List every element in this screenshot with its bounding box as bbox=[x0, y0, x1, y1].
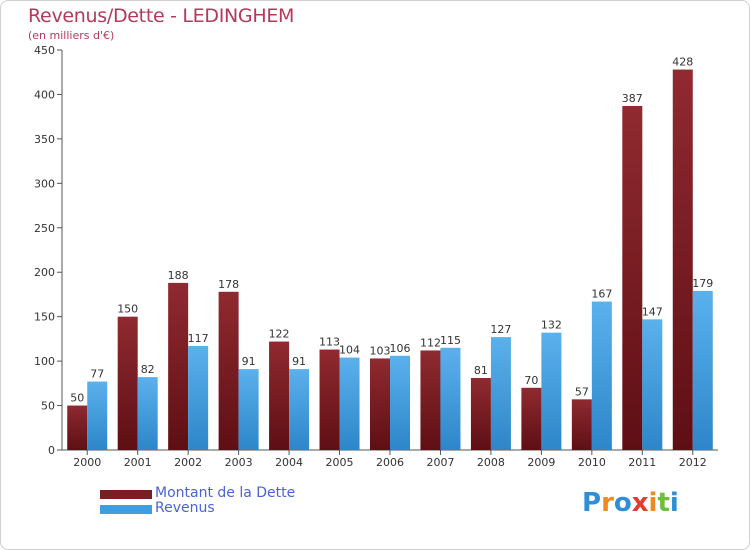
value-label-debt: 150 bbox=[117, 303, 138, 316]
x-tick-label: 2009 bbox=[527, 456, 555, 469]
y-tick-label: 400 bbox=[34, 88, 55, 101]
logo-letter: t bbox=[657, 488, 670, 518]
value-label-debt: 113 bbox=[319, 336, 340, 349]
value-label-revenue: 115 bbox=[440, 334, 461, 347]
logo-letter: i bbox=[648, 488, 658, 518]
y-tick-label: 100 bbox=[34, 355, 55, 368]
bar-revenue bbox=[490, 337, 511, 450]
chart-title: Revenus/Dette - LEDINGHEM bbox=[28, 5, 295, 27]
bar-revenue bbox=[137, 377, 158, 450]
x-tick-label: 2011 bbox=[628, 456, 656, 469]
logo-letter: o bbox=[613, 488, 632, 518]
x-tick-label: 2006 bbox=[376, 456, 404, 469]
value-label-debt: 428 bbox=[672, 56, 693, 69]
logo-letter: P bbox=[582, 488, 602, 518]
bar-debt bbox=[521, 387, 542, 450]
bar-revenue bbox=[440, 347, 461, 450]
y-tick-label: 200 bbox=[34, 266, 55, 279]
bar-revenue bbox=[541, 332, 562, 450]
value-label-debt: 50 bbox=[70, 392, 84, 405]
x-tick-label: 2012 bbox=[679, 456, 707, 469]
value-label-revenue: 91 bbox=[242, 355, 256, 368]
bar-revenue bbox=[238, 369, 259, 450]
value-label-revenue: 77 bbox=[90, 368, 104, 381]
logo-letter: i bbox=[669, 488, 679, 518]
value-label-debt: 178 bbox=[218, 278, 239, 291]
bars bbox=[67, 69, 713, 451]
logo-letter: x bbox=[631, 488, 649, 518]
x-tick-label: 2007 bbox=[426, 456, 454, 469]
x-tick-label: 2010 bbox=[578, 456, 606, 469]
value-label-revenue: 106 bbox=[390, 342, 411, 355]
x-tick-label: 2004 bbox=[275, 456, 303, 469]
bar-debt bbox=[319, 349, 340, 450]
chart-subtitle: (en milliers d'€) bbox=[28, 29, 115, 42]
legend-label-revenue: Revenus bbox=[155, 500, 215, 516]
y-tick-label: 50 bbox=[41, 400, 55, 413]
bar-debt bbox=[470, 378, 491, 450]
bar-debt bbox=[420, 350, 441, 450]
axes: 0 50 100 150 200 250 300 350 400 450 2000 2001 2002 2… bbox=[34, 44, 718, 469]
bar-revenue bbox=[692, 290, 713, 450]
value-label-revenue: 167 bbox=[591, 288, 612, 301]
y-tick-label: 250 bbox=[34, 222, 55, 235]
bar-revenue bbox=[591, 301, 612, 450]
y-tick-label: 350 bbox=[34, 133, 55, 146]
value-label-debt: 70 bbox=[524, 374, 538, 387]
bar-revenue bbox=[188, 346, 209, 450]
legend-label-debt: Montant de la Dette bbox=[155, 485, 296, 501]
bar-revenue bbox=[642, 319, 663, 450]
value-label-debt: 122 bbox=[269, 328, 290, 341]
x-tick-label: 2005 bbox=[326, 456, 354, 469]
value-label-revenue: 82 bbox=[141, 363, 155, 376]
proxiti-logo: Proxiti bbox=[582, 488, 679, 518]
value-label-revenue: 147 bbox=[642, 305, 663, 318]
x-tick-label: 2008 bbox=[477, 456, 505, 469]
value-label-debt: 57 bbox=[575, 385, 589, 398]
value-label-revenue: 179 bbox=[692, 277, 713, 290]
bar-debt bbox=[370, 358, 390, 450]
legend-swatch-debt bbox=[100, 490, 152, 499]
bar-debt bbox=[67, 405, 88, 450]
bar-debt bbox=[622, 106, 643, 450]
x-tick-label: 2002 bbox=[174, 456, 202, 469]
value-label-debt: 188 bbox=[168, 269, 189, 282]
value-label-revenue: 127 bbox=[490, 323, 511, 336]
bar-debt bbox=[571, 399, 592, 450]
x-tick-label: 2000 bbox=[73, 456, 101, 469]
value-label-revenue: 117 bbox=[188, 332, 209, 345]
bar-debt bbox=[117, 316, 138, 450]
x-tick-label: 2003 bbox=[225, 456, 253, 469]
bar-debt bbox=[269, 341, 290, 450]
bar-debt bbox=[168, 282, 189, 450]
value-label-debt: 103 bbox=[370, 344, 391, 357]
value-label-revenue: 104 bbox=[339, 344, 360, 357]
value-label-revenue: 132 bbox=[541, 319, 562, 332]
y-tick-label: 150 bbox=[34, 311, 55, 324]
bar-revenue bbox=[87, 381, 108, 450]
value-label-revenue: 91 bbox=[292, 355, 306, 368]
bar-revenue bbox=[390, 355, 410, 450]
value-label-debt: 112 bbox=[420, 336, 441, 349]
bar-revenue bbox=[289, 369, 310, 450]
value-label-debt: 387 bbox=[622, 92, 643, 105]
y-tick-label: 450 bbox=[34, 44, 55, 57]
logo-letter: r bbox=[601, 488, 614, 518]
legend-swatch-revenue bbox=[100, 505, 152, 514]
bar-revenue bbox=[339, 357, 360, 450]
y-tick-label: 300 bbox=[34, 177, 55, 190]
y-tick-label: 0 bbox=[48, 444, 55, 457]
bar-debt bbox=[672, 69, 693, 451]
x-tick-label: 2001 bbox=[124, 456, 152, 469]
value-label-debt: 81 bbox=[474, 364, 488, 377]
bar-debt bbox=[218, 291, 239, 450]
